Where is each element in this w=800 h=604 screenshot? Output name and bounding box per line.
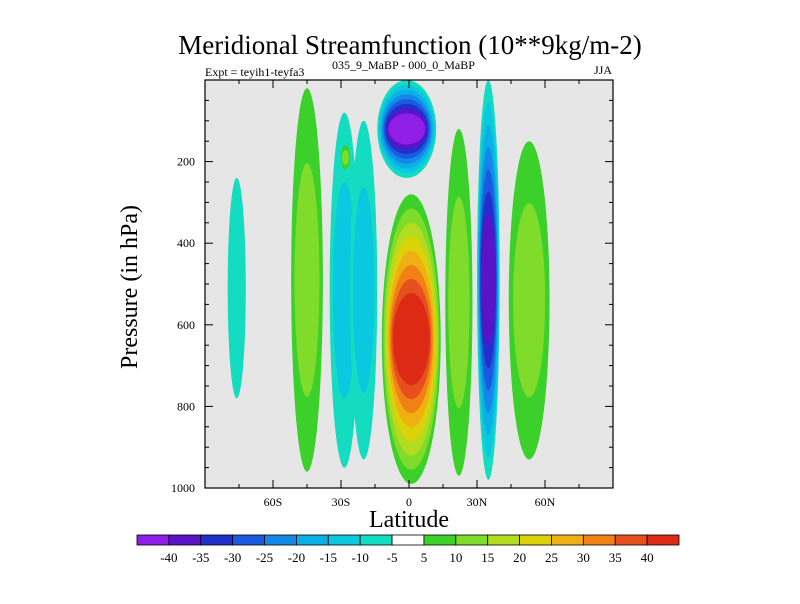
- x-tick-label: 30N: [467, 495, 488, 509]
- y-tick-label: 200: [177, 155, 195, 169]
- x-tick-label: 60S: [264, 495, 283, 509]
- axis-ticks: [204, 79, 614, 489]
- contour-band: [481, 213, 496, 347]
- colorbar-label: 30: [577, 550, 590, 565]
- y-tick-label: 400: [177, 236, 195, 250]
- colorbar-label: 20: [513, 550, 526, 565]
- chart-title: Meridional Streamfunction (10**9kg/m-2): [178, 30, 641, 60]
- colorbar: -40 -35 -30 -25 -20 -15 -10 -5 5 10 15 20 25 30 35 40: [136, 534, 680, 565]
- x-tick-label: 30S: [332, 495, 351, 509]
- colorbar-box: [423, 534, 457, 546]
- x-axis-label: Latitude: [369, 507, 449, 533]
- colorbar-label: -5: [387, 550, 398, 565]
- feature-negative-cell: [377, 80, 437, 178]
- colorbar-label: 15: [481, 550, 494, 565]
- feature-band-20N: [445, 128, 473, 476]
- colorbar-label: 5: [421, 550, 428, 565]
- colorbar-label: 25: [545, 550, 558, 565]
- y-tick-label: 800: [177, 399, 195, 413]
- colorbar-box: [359, 534, 393, 546]
- colorbar-box: [582, 534, 616, 546]
- feature-streak-75S: [227, 177, 246, 399]
- colorbar-box: [519, 534, 552, 546]
- colorbar-box: [391, 534, 425, 546]
- colorbar-box: [168, 534, 202, 546]
- axis-tick-labels: 60S 30S 0 30N 60N 200 400 600 800 1000: [171, 155, 556, 509]
- y-tick-label: 600: [177, 318, 195, 332]
- colorbar-box: [200, 534, 234, 546]
- contour-band: [352, 186, 375, 394]
- contour-band: [448, 196, 470, 409]
- colorbar-label: 35: [609, 550, 622, 565]
- contour-fills: [227, 80, 550, 484]
- x-tick-label: 60N: [535, 495, 556, 509]
- plot-area: 60S 30S 0 30N 60N 200 400 600 800 1000: [171, 79, 614, 509]
- colorbar-label: -35: [192, 550, 209, 565]
- colorbar-label: -25: [256, 550, 273, 565]
- contour-band: [513, 203, 546, 398]
- feature-band-30N: [477, 80, 500, 480]
- y-tick-label: 1000: [171, 481, 195, 495]
- colorbar-label: -30: [224, 550, 241, 565]
- colorbar-label: -20: [288, 550, 305, 565]
- colorbar-label: -40: [160, 550, 177, 565]
- contour-band: [332, 181, 356, 399]
- colorbar-box: [455, 534, 489, 546]
- feature-band-30S-inner: [350, 120, 378, 460]
- experiment-label: Expt = teyih1-teyfa3: [205, 65, 304, 79]
- feature-band-50N: [508, 141, 550, 460]
- feature-positive-cell: [381, 194, 441, 484]
- colorbar-box: [327, 534, 361, 546]
- feature-band-30S-outer: [329, 112, 360, 468]
- period-label: 035_9_MaBP - 000_0_MaBP: [332, 58, 475, 72]
- feature-patch-45S: [341, 145, 351, 170]
- colorbar-box: [296, 534, 329, 546]
- feature-band-60S: [291, 88, 323, 472]
- y-axis-label: Pressure (in hPa): [117, 205, 143, 369]
- colorbar-box: [136, 534, 170, 546]
- season-label: JJA: [594, 63, 612, 77]
- colorbar-box: [646, 534, 680, 546]
- colorbar-box: [232, 534, 265, 546]
- colorbar-box: [264, 534, 297, 546]
- contour-band: [341, 150, 350, 165]
- contour-band: [227, 177, 246, 399]
- colorbar-label: 40: [641, 550, 654, 565]
- contour-band: [388, 113, 426, 145]
- colorbar-label: -10: [352, 550, 369, 565]
- colorbar-box: [614, 534, 648, 546]
- colorbar-label: 10: [449, 550, 462, 565]
- colorbar-box: [487, 534, 520, 546]
- colorbar-label: -15: [320, 550, 337, 565]
- x-tick-label: 0: [406, 495, 412, 509]
- colorbar-box: [551, 534, 584, 546]
- contour-band: [294, 162, 320, 397]
- contour-band: [392, 293, 430, 386]
